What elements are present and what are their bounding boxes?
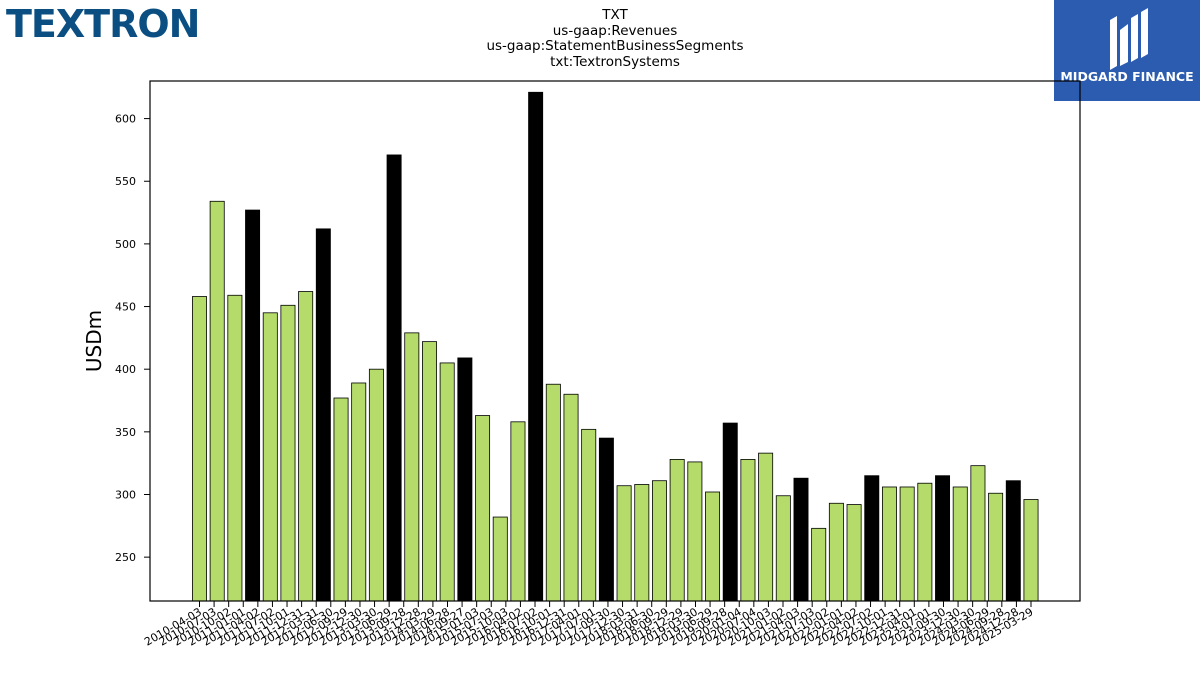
- bar-2015-01-03: [528, 91, 544, 602]
- y-tick-label: 450: [115, 301, 136, 314]
- bar-2013-12-28: [457, 357, 473, 602]
- bar-2019-03-30: [793, 477, 809, 602]
- title-line-3: us-gaap:StatementBusinessSegments: [486, 38, 744, 54]
- bar-2020-10-03: [881, 486, 897, 602]
- textron-logo: TEXTRON: [6, 2, 200, 46]
- bar-2011-07-02: [280, 304, 296, 602]
- bar-2017-09-30: [687, 461, 703, 602]
- bar-2020-07-04: [864, 475, 880, 602]
- bar-2019-06-29: [811, 527, 827, 602]
- bar-2022-04-02: [988, 492, 1004, 602]
- bar-2016-07-02: [598, 437, 614, 602]
- chart-title: TXT us-gaap:Revenues us-gaap:StatementBu…: [415, 7, 815, 70]
- y-axis: 250 300 350 400 450 500 550 600: [115, 113, 150, 564]
- bars-group: [192, 91, 1039, 602]
- bar-2011-12-31: [315, 228, 331, 602]
- bar-2014-03-29: [475, 415, 491, 602]
- bar-2018-12-29: [775, 495, 791, 602]
- y-tick-label: 250: [115, 551, 136, 564]
- y-tick-label: 400: [115, 363, 136, 376]
- bar-2013-09-28: [439, 362, 455, 602]
- title-line-4: txt:TextronSystems: [550, 53, 680, 70]
- bar-2022-10-01: [1023, 499, 1039, 602]
- bar-2012-12-30: [386, 154, 402, 602]
- bar-2011-01-01: [245, 209, 261, 602]
- bar-2018-09-29: [758, 452, 774, 602]
- bar-2021-07-03: [935, 475, 951, 602]
- bar-2016-10-01: [616, 485, 632, 602]
- bar-2017-07-01: [669, 459, 685, 602]
- bar-2015-07-03: [545, 383, 561, 602]
- bar-2022-07-02: [1005, 480, 1021, 602]
- x-axis: 2010-04-032010-07-032010-10-022011-01-01…: [142, 601, 1036, 649]
- bar-2020-01-04: [846, 504, 862, 602]
- bar-2013-06-29: [422, 341, 437, 602]
- y-axis-label: USDm: [82, 310, 106, 372]
- bar-2011-10-01: [298, 291, 314, 602]
- bar-2018-03-31: [722, 422, 738, 602]
- bar-2018-06-30: [740, 459, 756, 602]
- bar-2014-06-28: [492, 516, 508, 602]
- bar-2011-04-02: [262, 312, 278, 602]
- midgard-finance-logo: MIDGARD FINANCE: [1054, 0, 1200, 101]
- y-tick-label: 500: [115, 238, 136, 251]
- bar-2012-09-29: [368, 368, 384, 602]
- bar-2017-04-01: [652, 480, 667, 602]
- bar-2015-10-03: [563, 393, 579, 602]
- bar-2019-09-28: [828, 502, 844, 602]
- bar-2013-03-30: [404, 332, 420, 602]
- bar-2017-12-30: [705, 491, 721, 602]
- bar-2016-12-31: [634, 484, 650, 602]
- title-line-1: TXT: [602, 7, 628, 23]
- bar-2012-03-31: [333, 397, 349, 602]
- y-tick-label: 600: [115, 113, 136, 126]
- bar-2016-04-02: [581, 428, 597, 602]
- y-tick-label: 550: [115, 175, 136, 188]
- y-tick-label: 350: [115, 426, 136, 439]
- bar-2014-09-27: [510, 421, 526, 602]
- partner-logo-text: MIDGARD FINANCE: [1060, 69, 1194, 84]
- plot-frame: [149, 80, 1081, 602]
- bar-2022-01-01: [970, 465, 986, 602]
- y-tick-label: 300: [115, 488, 136, 501]
- title-line-2: us-gaap:Revenues: [552, 22, 678, 39]
- bar-2010-10-02: [227, 294, 243, 602]
- bar-2021-10-02: [952, 486, 968, 602]
- bar-2021-01-02: [899, 486, 915, 602]
- bar-2012-06-30: [351, 382, 367, 602]
- bar-2021-04-03: [917, 482, 933, 602]
- bar-2010-04-03: [192, 296, 207, 602]
- midgard-monogram-icon: [1110, 8, 1148, 70]
- bar-2010-07-03: [209, 200, 225, 602]
